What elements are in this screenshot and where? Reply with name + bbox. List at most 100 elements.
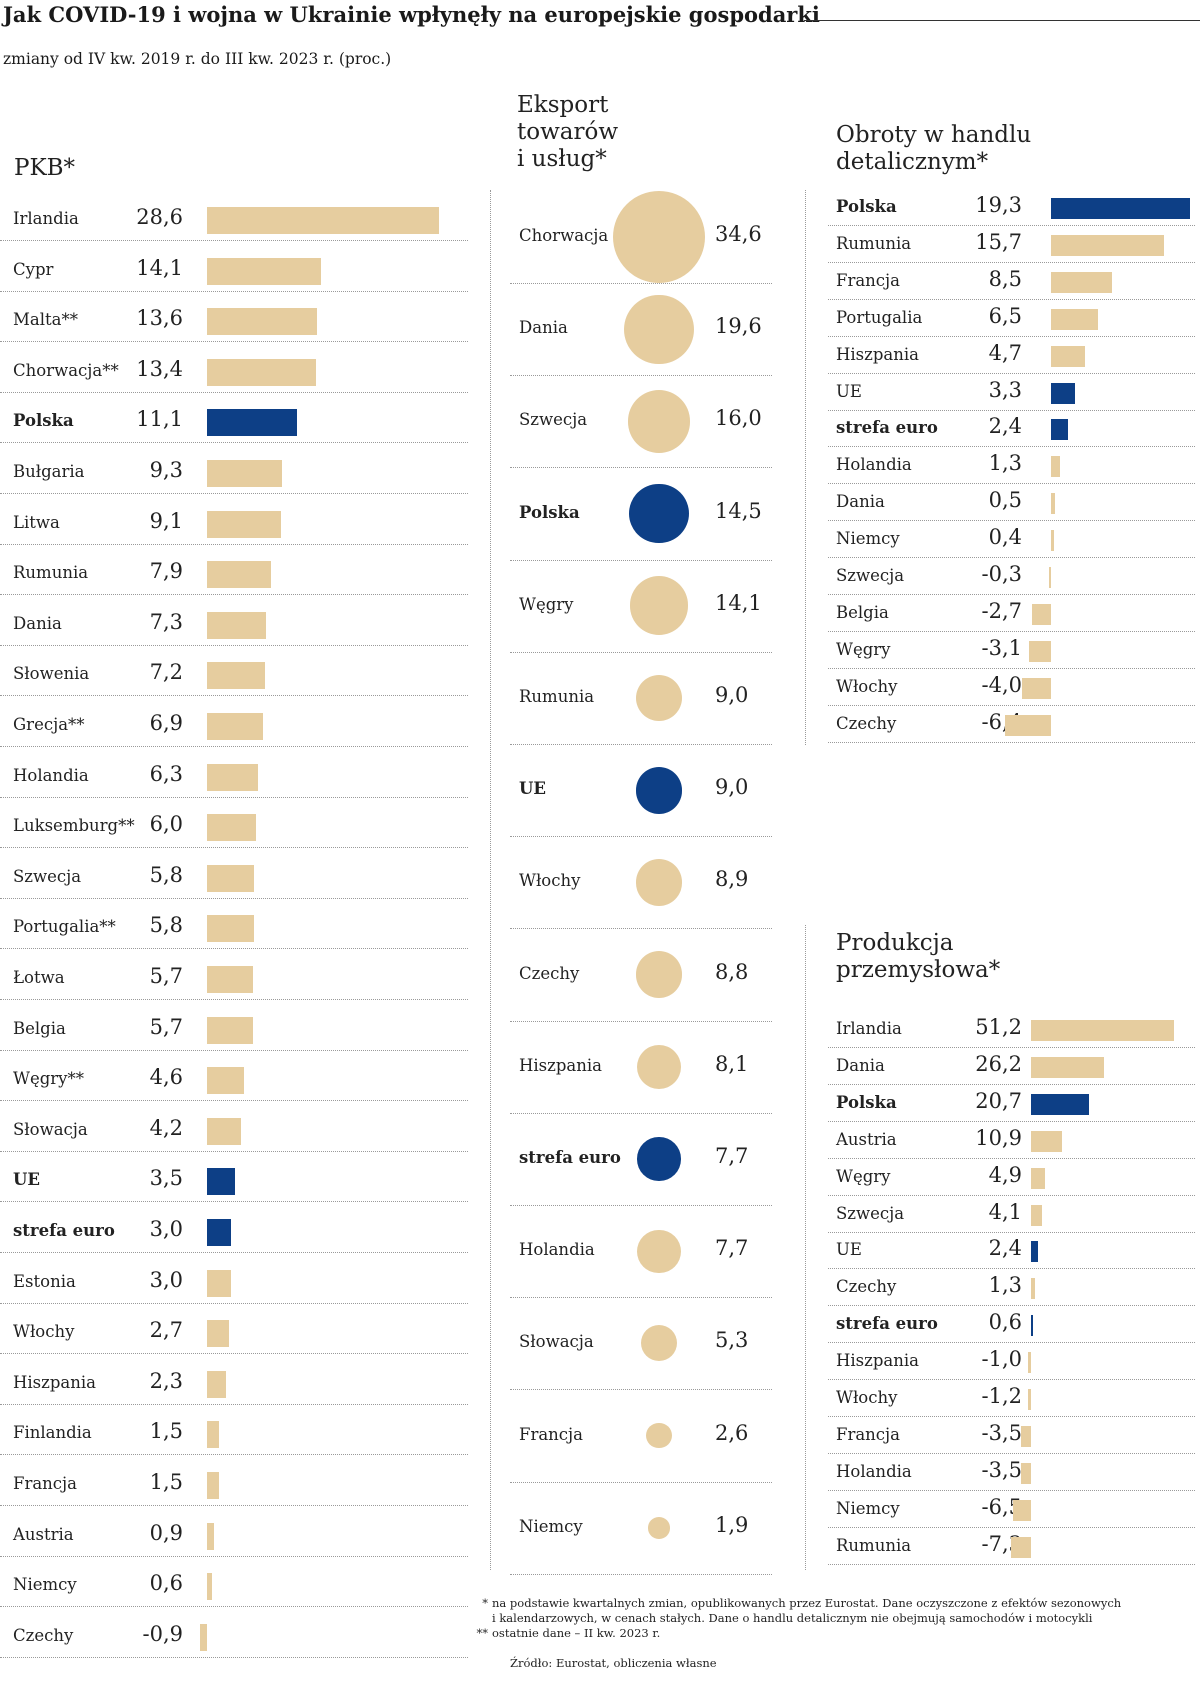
gdp-country-label: Rumunia <box>13 563 89 583</box>
retail-bar <box>1048 567 1051 588</box>
gdp-country-label: Luksemburg** <box>13 816 135 836</box>
row-divider <box>0 341 468 343</box>
gdp-bar <box>207 915 254 943</box>
gdp-country-label: Słowacja <box>13 1119 88 1139</box>
row-divider <box>0 897 468 899</box>
industry-value-label: 51,2 <box>975 1015 1022 1039</box>
gdp-value-label: 1,5 <box>149 1470 183 1494</box>
industry-country-label: Holandia <box>836 1461 912 1481</box>
row-divider <box>828 1526 1195 1528</box>
retail-bar <box>1051 308 1098 330</box>
row-divider <box>828 557 1195 559</box>
retail-value-label: -2,7 <box>981 598 1023 623</box>
gdp-value-label: 5,8 <box>149 862 183 887</box>
export-country-label: Francja <box>519 1424 583 1444</box>
gdp-bar <box>207 207 439 234</box>
row-divider <box>0 1100 468 1102</box>
industry-value-label: 4,1 <box>988 1199 1022 1224</box>
gdp-value-label: 4,6 <box>149 1065 183 1090</box>
retail-bar <box>1051 493 1055 515</box>
industry-country-label: UE <box>836 1240 862 1260</box>
gdp-bar <box>207 966 254 993</box>
row-divider <box>828 1416 1195 1417</box>
industry-bar <box>1031 1020 1175 1041</box>
row-divider <box>828 630 1195 632</box>
gdp-bar <box>207 713 263 740</box>
gdp-bar <box>199 1623 207 1651</box>
export-bubble <box>629 576 689 636</box>
retail-panel-title: Obroty w handlu detalicznym* <box>836 122 1032 175</box>
gdp-bar <box>207 257 322 285</box>
retail-value-label: 1,3 <box>988 451 1022 476</box>
export-bubble <box>637 1137 681 1181</box>
row-divider <box>510 1389 772 1391</box>
gdp-country-label: Portugalia** <box>13 917 116 937</box>
row-divider <box>828 483 1195 485</box>
gdp-bar <box>207 662 266 690</box>
page-title: Jak COVID-19 i wojna w Ukrainie wpłynęły… <box>3 2 820 27</box>
industry-country-label: Polska <box>836 1092 897 1112</box>
export-bubble <box>637 1229 681 1273</box>
retail-country-label: Polska <box>836 197 897 216</box>
gdp-country-label: Holandia <box>13 765 89 785</box>
export-country-label: Czechy <box>519 963 580 983</box>
page-subtitle: zmiany od IV kw. 2019 r. do III kw. 2023… <box>3 50 392 68</box>
gdp-country-label: Belgia <box>13 1018 66 1038</box>
row-divider <box>0 391 468 393</box>
retail-value-label: -0,3 <box>981 562 1023 586</box>
gdp-bar <box>207 1219 232 1246</box>
gdp-value-label: 14,1 <box>136 255 183 280</box>
export-country-label: UE <box>519 779 546 799</box>
row-divider <box>0 847 468 849</box>
export-country-label: Rumunia <box>519 687 595 706</box>
gdp-country-label: Niemcy <box>13 1575 77 1595</box>
industry-country-label: strefa euro <box>836 1314 938 1334</box>
gdp-value-label: 5,7 <box>149 964 183 988</box>
row-divider <box>0 240 468 241</box>
row-divider <box>828 1268 1195 1270</box>
retail-country-label: Portugalia <box>836 307 923 327</box>
gdp-value-label: 6,0 <box>149 812 183 837</box>
row-divider <box>0 1454 468 1456</box>
gdp-bar <box>207 611 267 639</box>
row-divider <box>510 928 772 930</box>
row-divider <box>828 1379 1195 1381</box>
industry-bar <box>1031 1315 1033 1337</box>
row-divider <box>510 651 772 653</box>
gdp-bar <box>207 1421 220 1449</box>
gdp-value-label: 2,3 <box>149 1368 183 1393</box>
gdp-country-label: Austria <box>13 1524 74 1544</box>
gdp-value-label: 0,9 <box>149 1520 183 1545</box>
retail-value-label: 4,7 <box>988 340 1022 365</box>
industry-value-label: 1,3 <box>988 1273 1022 1298</box>
gdp-bar <box>207 1573 212 1601</box>
column-divider <box>805 925 806 1570</box>
footnotes: * na podstawie kwartalnych zmian, opublik… <box>477 1596 1122 1641</box>
row-divider <box>510 1481 772 1483</box>
export-bubble <box>624 294 694 364</box>
gdp-country-label: Bułgaria <box>13 462 85 481</box>
row-divider <box>510 836 772 838</box>
retail-bar <box>1031 603 1051 625</box>
export-value-label: 16,0 <box>715 406 762 431</box>
export-country-label: strefa euro <box>519 1148 621 1167</box>
column-divider <box>490 190 491 1570</box>
retail-bar <box>1051 419 1069 441</box>
retail-country-label: Hiszpania <box>836 344 919 364</box>
row-divider <box>510 1573 772 1575</box>
row-divider <box>0 1201 468 1203</box>
industry-bar <box>1012 1499 1031 1521</box>
row-divider <box>828 225 1195 226</box>
industry-bar <box>1027 1389 1031 1410</box>
row-divider <box>828 1489 1195 1491</box>
export-value-label: 5,3 <box>715 1328 749 1353</box>
industry-bar <box>1028 1352 1031 1374</box>
gdp-country-label: Dania <box>13 613 62 633</box>
gdp-value-label: -0,9 <box>142 1621 184 1646</box>
gdp-bar <box>207 763 259 791</box>
row-divider <box>828 520 1195 522</box>
retail-bar <box>1004 714 1051 736</box>
gdp-value-label: 7,3 <box>149 609 183 634</box>
row-divider <box>828 1047 1195 1048</box>
gdp-country-label: Finlandia <box>13 1423 92 1443</box>
